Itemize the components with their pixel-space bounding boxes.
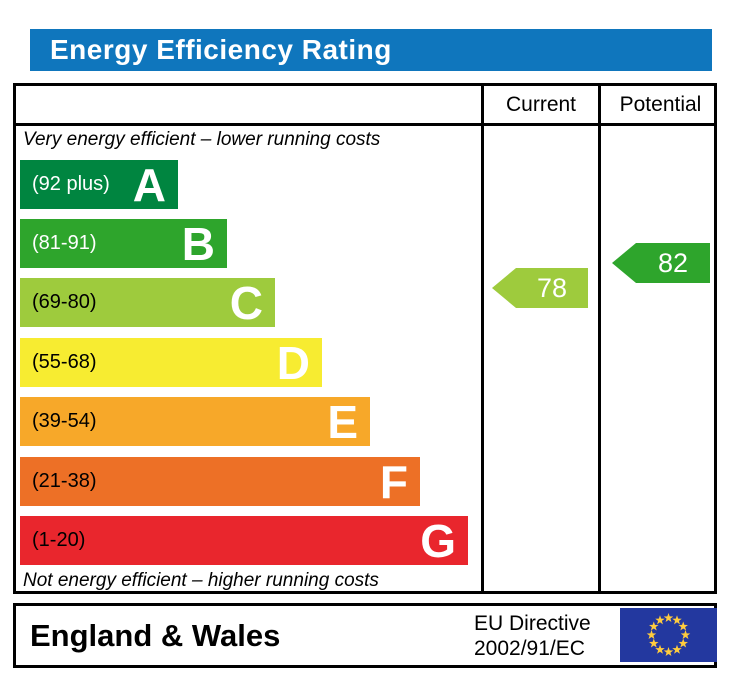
band-letter: C [229, 276, 263, 329]
band-letter: A [132, 158, 166, 211]
efficiency-note-bottom: Not energy efficient – higher running co… [23, 570, 379, 591]
band-c: (69-80) C [20, 278, 275, 327]
band-b: (81-91) B [20, 219, 227, 268]
header-row-divider [16, 123, 714, 126]
band-f: (21-38) F [20, 457, 420, 506]
band-a: (92 plus) A [20, 160, 178, 209]
band-range-label: (21-38) [32, 470, 97, 492]
band-g: (1-20) G [20, 516, 468, 565]
eu-flag-icon [620, 608, 717, 662]
eu-directive-line1: EU Directive [474, 612, 591, 635]
potential-rating-arrow: 82 [612, 243, 710, 283]
band-letter: E [327, 395, 358, 448]
band-range-label: (55-68) [32, 351, 97, 373]
rating-chart: Current Potential Very energy efficient … [13, 83, 717, 594]
band-range-label: (69-80) [32, 291, 97, 313]
band-range-label: (81-91) [32, 232, 97, 254]
eu-directive-line2: 2002/91/EC [474, 637, 585, 660]
column-divider-current [481, 86, 484, 591]
band-range-label: (92 plus) [32, 173, 110, 195]
footer: England & Wales EU Directive 2002/91/EC [13, 603, 717, 668]
band-letter: D [276, 336, 310, 389]
current-rating-arrow: 78 [492, 268, 588, 308]
region-label: England & Wales [30, 617, 281, 653]
title-bar: Energy Efficiency Rating [30, 29, 712, 71]
band-letter: B [181, 217, 215, 270]
band-letter: F [379, 455, 408, 508]
arrow-left-tip-icon [492, 268, 516, 308]
band-letter: G [420, 514, 456, 567]
efficiency-note-top: Very energy efficient – lower running co… [23, 129, 381, 150]
current-rating-value: 78 [516, 268, 588, 308]
column-divider-potential [598, 86, 601, 591]
column-header-current: Current [505, 93, 577, 116]
band-e: (39-54) E [20, 397, 370, 446]
arrow-left-tip-icon [612, 243, 636, 283]
band-d: (55-68) D [20, 338, 322, 387]
band-range-label: (39-54) [32, 410, 97, 432]
eu-directive-label: EU Directive 2002/91/EC [474, 611, 591, 661]
column-header-potential: Potential [619, 93, 702, 116]
band-range-label: (1-20) [32, 529, 86, 551]
potential-rating-value: 82 [636, 243, 710, 283]
page-title: Energy Efficiency Rating [50, 34, 392, 65]
